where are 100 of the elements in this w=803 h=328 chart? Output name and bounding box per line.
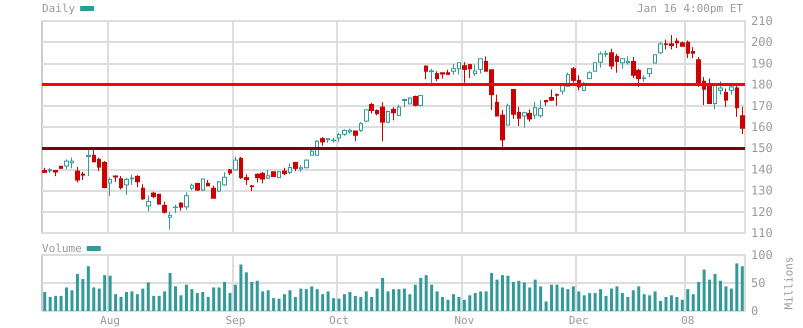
bar xyxy=(342,294,346,311)
bar xyxy=(539,286,542,311)
candlestick xyxy=(293,162,298,172)
bar xyxy=(436,291,439,311)
candlestick xyxy=(211,185,216,199)
bar xyxy=(528,287,532,311)
bar xyxy=(506,276,510,311)
bar xyxy=(76,274,79,311)
bar xyxy=(512,282,515,311)
bar xyxy=(48,297,52,311)
candlestick xyxy=(724,88,728,108)
candlestick xyxy=(271,170,276,178)
candlestick xyxy=(740,106,745,134)
bar xyxy=(697,282,700,311)
bar xyxy=(359,297,362,311)
x-tick-label: Aug xyxy=(100,314,120,327)
candlestick xyxy=(266,170,270,180)
legend-label: Volume xyxy=(42,242,82,255)
candlestick xyxy=(653,54,657,64)
bar xyxy=(479,291,482,311)
bar xyxy=(714,274,717,311)
x-tick-label: Oct xyxy=(329,314,349,327)
bar xyxy=(452,294,455,311)
candlestick xyxy=(735,84,739,118)
candlestick xyxy=(424,65,428,80)
candlestick xyxy=(413,95,418,107)
bar xyxy=(392,289,395,311)
candlestick xyxy=(642,74,646,82)
candlestick xyxy=(658,42,663,54)
bar xyxy=(708,280,712,311)
bar xyxy=(316,289,319,311)
bar xyxy=(686,289,690,311)
bar xyxy=(637,286,640,311)
x-tick-label: Dec xyxy=(568,314,589,327)
bar xyxy=(120,297,123,311)
bar xyxy=(223,282,226,311)
bar xyxy=(65,287,68,311)
bar xyxy=(572,286,575,311)
bar xyxy=(604,296,608,311)
candlestick xyxy=(206,180,210,186)
bar xyxy=(304,289,308,311)
bar xyxy=(642,294,646,311)
bar xyxy=(364,291,368,311)
y-tick-label: 150 xyxy=(751,141,773,156)
bar xyxy=(560,287,564,311)
candlestick xyxy=(135,174,140,188)
y-tick-label: 110 xyxy=(751,226,773,240)
candlestick xyxy=(141,184,145,200)
candlestick xyxy=(386,110,390,124)
bar xyxy=(419,278,422,311)
y-tick-label: 200 xyxy=(751,35,773,50)
candlestick xyxy=(59,165,63,169)
bar xyxy=(457,297,460,311)
bar xyxy=(534,280,537,311)
bar xyxy=(206,297,210,311)
bar xyxy=(670,295,673,311)
bar xyxy=(212,287,216,311)
bar xyxy=(196,293,199,311)
y-tick-label: 170 xyxy=(751,98,773,113)
bar xyxy=(168,272,172,311)
bar xyxy=(566,289,570,311)
bar xyxy=(550,284,554,311)
candlestick xyxy=(359,122,363,132)
bar xyxy=(462,300,466,311)
y-tick-label: 120 xyxy=(751,204,773,219)
bar xyxy=(234,284,237,311)
candlestick xyxy=(587,70,592,80)
bar xyxy=(278,298,281,311)
candlestick xyxy=(250,184,254,192)
candlestick xyxy=(522,111,527,128)
bar xyxy=(218,287,221,311)
bar xyxy=(376,288,379,311)
bar xyxy=(86,266,90,311)
bar xyxy=(484,291,488,311)
candlestick xyxy=(391,106,396,121)
legend-label: Daily xyxy=(42,2,76,15)
candlestick xyxy=(729,84,734,96)
bar xyxy=(730,288,733,311)
candlestick xyxy=(647,68,652,78)
bar xyxy=(81,279,84,311)
bar xyxy=(615,286,618,311)
bar xyxy=(594,293,597,311)
bar xyxy=(103,275,106,311)
x-tick-label: 08 xyxy=(681,314,694,327)
bar xyxy=(114,294,118,311)
bar xyxy=(517,280,520,311)
candlestick xyxy=(162,201,167,214)
bar xyxy=(599,289,602,311)
y-tick-label: 160 xyxy=(751,120,773,134)
bar xyxy=(272,298,276,311)
candlestick xyxy=(506,102,510,126)
y-tick-label: 0 xyxy=(751,304,758,318)
bar xyxy=(446,300,450,311)
y-tick-label: 100 xyxy=(751,248,773,262)
bar xyxy=(724,286,728,311)
bar xyxy=(141,288,144,311)
bar xyxy=(735,263,738,311)
bar xyxy=(496,280,499,311)
bar xyxy=(250,282,254,311)
y-tick-label: 50 xyxy=(751,276,766,290)
